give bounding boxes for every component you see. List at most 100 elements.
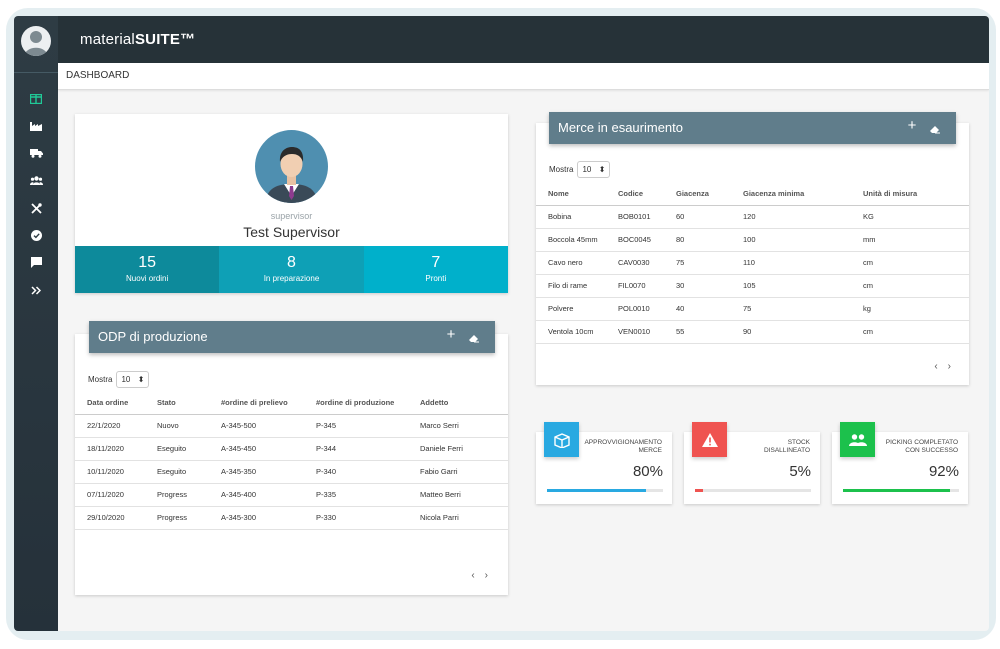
odp-add-button[interactable]: + — [446, 326, 456, 343]
table-cell: 75 — [664, 251, 731, 275]
chevron-down-icon: ⬍ — [598, 165, 606, 174]
factory-icon — [30, 122, 42, 131]
table-cell: BOB0101 — [606, 205, 664, 229]
table-header-row: Nome Codice Giacenza Giacenza minima Uni… — [536, 183, 969, 206]
sidebar — [14, 16, 58, 631]
column-header[interactable]: Giacenza — [664, 183, 731, 206]
kpi-card-picking[interactable]: PICKING COMPLETATO CON SUCCESSO 92% — [832, 422, 968, 504]
stat-ready[interactable]: 7 Pronti — [363, 246, 508, 293]
table-cell: Filo di rame — [536, 274, 606, 298]
column-header[interactable]: Addetto — [408, 392, 508, 415]
table-cell: KG — [851, 205, 969, 229]
column-header[interactable]: #ordine di produzione — [304, 392, 408, 415]
table-cell: 110 — [731, 251, 851, 275]
box-icon — [553, 432, 570, 448]
stat-value: 15 — [138, 254, 157, 271]
next-page-button[interactable]: › — [484, 570, 488, 581]
table-cell: Eseguito — [145, 460, 209, 484]
table-cell: A-345-500 — [209, 414, 304, 438]
sidebar-item-users[interactable] — [26, 171, 46, 189]
table-row[interactable]: Filo di rame FIL0070 30 105 cm — [536, 274, 969, 298]
check-icon — [30, 229, 42, 241]
table-cell: 100 — [731, 228, 851, 252]
kpi-label: APPROVVIGIONAMENTO MERCE — [584, 439, 662, 454]
table-cell: Nuovo — [145, 414, 209, 438]
table-cell: 75 — [731, 297, 851, 321]
table-row[interactable]: Boccola 45mm BOC0045 80 100 mm — [536, 228, 969, 252]
table-row[interactable]: Polvere POL0010 40 75 kg — [536, 297, 969, 321]
sidebar-item-shipping[interactable] — [26, 144, 46, 162]
kpi-progress-fill — [547, 489, 646, 492]
table-cell: Eseguito — [145, 437, 209, 461]
table-cell: FIL0070 — [606, 274, 664, 298]
odp-clear-button[interactable] — [468, 331, 480, 343]
odp-page-size: Mostra 10 ⬍ — [88, 371, 150, 388]
stat-value: 8 — [287, 254, 296, 271]
prev-page-button[interactable]: ‹ — [934, 361, 938, 372]
order-stats: 15 Nuovi ordini 8 In preparazione 7 Pron… — [75, 246, 508, 293]
table-row[interactable]: Cavo nero CAV0030 75 110 cm — [536, 251, 969, 275]
table-cell: 07/11/2020 — [75, 483, 145, 507]
odp-page-size-select[interactable]: 10 ⬍ — [116, 371, 150, 388]
table-cell: 18/11/2020 — [75, 437, 145, 461]
table-cell: Ventola 10cm — [536, 320, 606, 344]
team-icon — [848, 433, 867, 446]
breadcrumb-dashboard[interactable]: DASHBOARD — [66, 70, 130, 81]
tools-icon — [30, 202, 42, 214]
table-row[interactable]: 18/11/2020 Eseguito A-345-450 P-344 Daniele … — [75, 437, 508, 461]
kpi-card-stock[interactable]: STOCK DISALLINEATO 5% — [684, 422, 820, 504]
merce-clear-button[interactable] — [929, 122, 941, 134]
table-row[interactable]: 29/10/2020 Progress A-345-300 P-330 Nicola P… — [75, 506, 508, 530]
table-cell: Polvere — [536, 297, 606, 321]
table-cell: 105 — [731, 274, 851, 298]
sidebar-item-approvals[interactable] — [26, 226, 46, 244]
sidebar-divider — [14, 72, 58, 73]
kpi-progress-track — [695, 489, 811, 492]
kpi-icon-tile — [544, 422, 579, 457]
odp-title: ODP di produzione — [98, 329, 208, 344]
table-cell: 10/11/2020 — [75, 460, 145, 484]
table-cell: kg — [851, 297, 969, 321]
table-cell: Progress — [145, 483, 209, 507]
app-logo[interactable]: materialSUITE™ — [80, 31, 196, 48]
kpi-progress-fill — [695, 489, 704, 492]
kpi-label: STOCK DISALLINEATO — [764, 439, 810, 454]
merce-add-button[interactable]: + — [907, 117, 917, 134]
table-row[interactable]: 10/11/2020 Eseguito A-345-350 P-340 Fabio Ga… — [75, 460, 508, 484]
column-header[interactable]: Data ordine — [75, 392, 145, 415]
table-row[interactable]: Bobina BOB0101 60 120 KG — [536, 205, 969, 229]
column-header[interactable]: #ordine di prelievo — [209, 392, 304, 415]
user-avatar[interactable] — [21, 26, 51, 56]
table-cell: Nicola Parri — [408, 506, 508, 530]
users-icon — [29, 175, 43, 185]
prev-page-button[interactable]: ‹ — [471, 570, 475, 581]
sidebar-item-production[interactable] — [26, 117, 46, 135]
kpi-icon-tile — [692, 422, 727, 457]
table-row[interactable]: Ventola 10cm VEN0010 55 90 cm — [536, 320, 969, 344]
column-header[interactable]: Stato — [145, 392, 209, 415]
kpi-card-supply[interactable]: APPROVVIGIONAMENTO MERCE 80% — [536, 422, 672, 504]
stat-new-orders[interactable]: 15 Nuovi ordini — [75, 246, 220, 293]
kpi-label: PICKING COMPLETATO CON SUCCESSO — [885, 439, 958, 454]
stat-in-preparation[interactable]: 8 In preparazione — [219, 246, 364, 293]
merce-page-size-select[interactable]: 10 ⬍ — [577, 161, 611, 178]
table-cell: A-345-450 — [209, 437, 304, 461]
column-header[interactable]: Nome — [536, 183, 606, 206]
sidebar-item-tools[interactable] — [26, 199, 46, 217]
table-row[interactable]: 22/1/2020 Nuovo A-345-500 P-345 Marco Serri — [75, 414, 508, 438]
table-cell: P-340 — [304, 460, 408, 484]
table-row[interactable]: 07/11/2020 Progress A-345-400 P-335 Matteo B… — [75, 483, 508, 507]
sidebar-item-messages[interactable] — [26, 253, 46, 271]
next-page-button[interactable]: › — [947, 361, 951, 372]
table-cell: A-345-400 — [209, 483, 304, 507]
column-header[interactable]: Codice — [606, 183, 664, 206]
app-window: materialSUITE™ DASHBOARD supervisor Test… — [14, 16, 989, 631]
sidebar-expand-toggle[interactable] — [26, 281, 46, 299]
expand-icon — [31, 285, 41, 295]
column-header[interactable]: Giacenza minima — [731, 183, 851, 206]
table-cell: cm — [851, 320, 969, 344]
odp-card: Mostra 10 ⬍ Data ordine Stato #ordine di … — [75, 334, 508, 595]
stat-label: Nuovi ordini — [126, 274, 169, 283]
sidebar-item-dashboard[interactable] — [26, 90, 46, 108]
column-header[interactable]: Unità di misura — [851, 183, 969, 206]
